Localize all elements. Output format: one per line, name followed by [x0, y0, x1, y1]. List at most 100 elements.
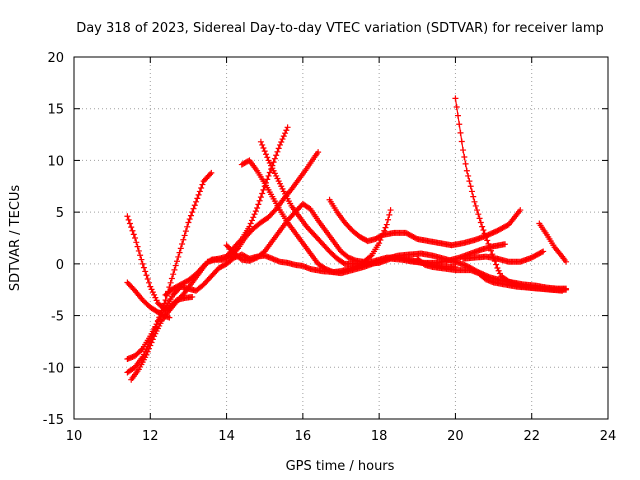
data-point	[168, 275, 175, 282]
data-point	[138, 256, 145, 263]
data-point	[463, 167, 470, 174]
data-point	[476, 215, 483, 222]
data-point	[152, 294, 159, 301]
data-point	[146, 279, 153, 286]
x-tick-label: 18	[371, 429, 388, 444]
y-tick-label: 15	[47, 103, 64, 118]
data-point	[142, 268, 149, 275]
plot-frame	[73, 56, 609, 420]
data-point	[151, 291, 158, 298]
data-point	[270, 159, 277, 166]
data-point	[283, 127, 290, 134]
data-point	[273, 152, 280, 159]
y-axis-label: SDTVAR / TECUs	[8, 185, 23, 292]
data-point	[195, 191, 202, 198]
data-point	[237, 237, 244, 244]
data-point	[171, 266, 178, 273]
series-s14	[536, 220, 570, 265]
data-point	[493, 261, 500, 268]
data-point	[148, 339, 155, 346]
data-point	[208, 169, 215, 176]
data-point	[260, 145, 267, 152]
data-point	[376, 240, 383, 247]
data-point	[256, 197, 263, 204]
data-point	[486, 244, 493, 251]
y-tick-label: 0	[56, 258, 64, 273]
data-point	[180, 291, 187, 298]
data-point	[180, 236, 187, 243]
data-point	[147, 342, 154, 349]
data-point	[254, 205, 261, 212]
data-point	[129, 227, 136, 234]
series-s13	[460, 248, 547, 265]
x-axis-label: GPS time / hours	[286, 459, 395, 474]
data-point	[157, 310, 164, 317]
data-point	[186, 216, 193, 223]
data-point	[250, 214, 257, 221]
data-point	[276, 141, 283, 148]
data-point	[125, 216, 132, 223]
data-point	[454, 112, 461, 119]
data-point	[167, 279, 174, 286]
data-point	[485, 240, 492, 247]
data-point	[461, 153, 468, 160]
data-point	[189, 293, 196, 300]
data-point	[175, 253, 182, 260]
data-point	[196, 188, 203, 195]
data-point	[453, 103, 460, 110]
series-s1	[124, 213, 196, 314]
data-point	[563, 258, 570, 265]
data-point	[275, 145, 282, 152]
data-point	[266, 169, 273, 176]
data-point	[274, 148, 281, 155]
data-point	[280, 133, 287, 140]
data-point	[282, 130, 289, 137]
data-point	[264, 176, 271, 183]
series-s6	[162, 124, 291, 298]
data-point	[315, 149, 322, 156]
data-point	[146, 345, 153, 352]
y-tick-label: 20	[47, 51, 64, 66]
y-tick-label: -5	[51, 310, 64, 325]
data-point	[261, 148, 268, 155]
data-point	[284, 124, 291, 131]
data-point	[386, 211, 393, 218]
data-point	[194, 195, 201, 202]
data-point	[143, 272, 150, 279]
data-point	[262, 151, 269, 158]
data-points	[124, 95, 570, 383]
data-point	[135, 247, 142, 254]
data-point	[158, 307, 165, 314]
grid	[74, 57, 608, 419]
data-point	[137, 252, 144, 259]
data-point	[255, 201, 262, 208]
data-point	[144, 348, 151, 355]
data-point	[189, 209, 196, 216]
data-point	[385, 216, 392, 223]
x-tick-label: 16	[295, 429, 312, 444]
series-s12	[452, 95, 570, 293]
series-s9	[257, 138, 509, 267]
data-point	[482, 233, 489, 240]
data-point	[156, 314, 163, 321]
series-s10	[326, 196, 524, 249]
data-point	[190, 205, 197, 212]
data-point	[132, 235, 139, 241]
data-point	[481, 230, 488, 237]
data-point	[251, 211, 258, 218]
data-point	[246, 223, 253, 230]
data-point	[153, 297, 160, 304]
data-point	[138, 346, 145, 353]
data-point	[247, 220, 254, 227]
data-point	[249, 217, 255, 224]
data-point	[538, 249, 545, 256]
x-tick-label: 22	[523, 429, 540, 444]
data-point	[162, 297, 169, 304]
data-point	[134, 243, 141, 250]
data-point	[271, 155, 278, 162]
series-s8	[238, 157, 570, 292]
data-point	[480, 227, 487, 234]
data-point	[264, 154, 271, 161]
data-point	[387, 207, 394, 214]
data-point	[144, 276, 151, 283]
